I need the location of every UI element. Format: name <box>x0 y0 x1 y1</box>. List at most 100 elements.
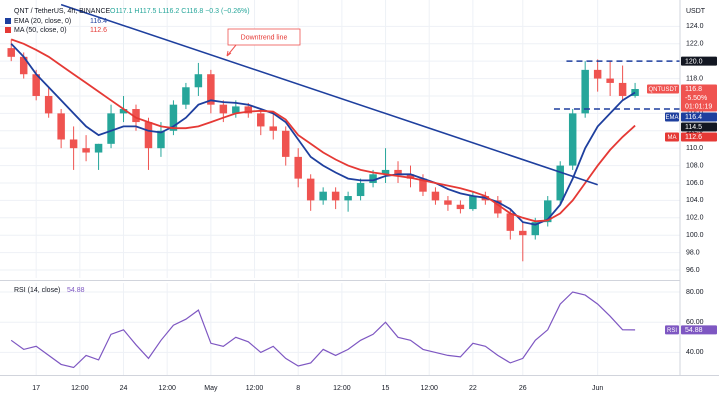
y-tick-label: 96.0 <box>686 267 700 274</box>
candle-body <box>94 143 103 153</box>
indicator-line <box>10 43 636 226</box>
y-tick-label: 122.0 <box>686 41 704 48</box>
rsi-last: 54.88 <box>67 287 85 294</box>
candle-body <box>132 109 140 123</box>
candle-body <box>257 113 265 127</box>
plot <box>7 3 680 369</box>
candle-body <box>593 69 602 79</box>
candle-body <box>431 191 440 201</box>
annotation: Downtrend line <box>241 34 288 41</box>
price-box-label: 116.4 <box>685 114 702 121</box>
candle-body <box>144 122 153 149</box>
legend-swatch <box>5 18 11 24</box>
unit-label: USDT <box>686 8 706 15</box>
candle-body <box>506 213 515 231</box>
candle-body <box>269 126 277 131</box>
y-tick-label: 108.0 <box>686 162 704 169</box>
annotation-arrow <box>226 44 237 57</box>
y-tick-label: 110.0 <box>686 145 703 152</box>
legend-entry: MA (50, close, 0) <box>14 27 67 34</box>
candle-body <box>19 56 28 75</box>
price-box <box>681 56 717 66</box>
candle-body <box>618 82 627 96</box>
candle-body <box>306 178 315 201</box>
price-box <box>681 132 717 142</box>
x-tick-label: 8 <box>296 385 300 392</box>
candle-body <box>244 106 253 114</box>
ohlc-text: O117.1 H117.5 L116.2 C116.8 −0.3 (−0.26%… <box>110 8 250 15</box>
legend-value: 116.4 <box>90 18 107 25</box>
x-tick-label: May <box>204 385 218 392</box>
candle-body <box>556 165 564 201</box>
tag-label: EMA <box>665 115 678 121</box>
price-box-label: 54.88 <box>685 327 703 334</box>
grid <box>0 0 680 375</box>
y-tick-label: 100.0 <box>686 232 704 239</box>
price-box <box>681 112 717 122</box>
trendline <box>60 3 598 186</box>
chart-title: QNT / TetherUS, 4h, BINANCE <box>14 8 111 15</box>
x-tick-label: 22 <box>469 385 477 392</box>
candle-body <box>419 178 427 192</box>
labels: 17 12:00 24 12:00 May 12:00 8 12:00 15 12:00 22 26 J… <box>5 18 717 392</box>
candle-body <box>82 148 90 153</box>
tag-label: MA <box>668 135 677 141</box>
price-box <box>681 122 717 132</box>
candle-body <box>531 222 540 236</box>
indicator-line <box>10 38 636 223</box>
candle-body <box>456 204 465 210</box>
candle-body <box>219 104 228 114</box>
price-box-label: 01:01:19 <box>685 103 712 110</box>
candle-body <box>281 130 290 157</box>
x-tick-label: 26 <box>519 385 527 392</box>
candle-body <box>119 109 128 114</box>
y-tick-label: 104.0 <box>686 197 704 204</box>
candle-body <box>107 113 115 144</box>
rsi-line <box>10 291 636 369</box>
y-tick-label: 118.0 <box>686 75 703 82</box>
legend-value: 112.6 <box>90 27 107 34</box>
candle-body <box>331 191 340 201</box>
price-box-label: -5.50% <box>685 95 707 102</box>
price-box-label: 112.6 <box>685 134 702 141</box>
price-box <box>681 325 717 335</box>
legend-swatch <box>5 27 11 33</box>
candle-body <box>494 200 502 214</box>
candle-body <box>319 191 327 201</box>
candle-body <box>444 200 452 205</box>
tag-box <box>665 325 679 335</box>
x-tick-label: 12:00 <box>71 385 89 392</box>
tag-box <box>665 132 679 142</box>
x-tick-label: 12:00 <box>420 385 438 392</box>
candle-body <box>69 139 78 149</box>
price-box <box>681 84 717 112</box>
x-tick-label: 12:00 <box>246 385 264 392</box>
candle-body <box>606 78 614 83</box>
y-tick-label: 102.0 <box>686 215 704 222</box>
candle-body <box>344 196 352 201</box>
y-tick-label: 106.0 <box>686 180 704 187</box>
candle-body <box>519 230 527 236</box>
candle-body <box>544 200 552 223</box>
candle-body <box>157 130 165 149</box>
candle-body <box>406 174 415 179</box>
candle-body <box>207 74 215 105</box>
y-tick-label: 60.00 <box>686 319 704 326</box>
rsi-title: RSI (14, close) <box>14 287 60 294</box>
annotation-box <box>227 28 301 46</box>
legend-entry: EMA (20, close, 0) <box>14 18 71 25</box>
tag-label: RSI <box>667 328 677 334</box>
x-tick-label: 12:00 <box>333 385 351 392</box>
x-tick-label: Jun <box>592 385 603 392</box>
tag-box <box>665 112 679 122</box>
candle-body <box>294 156 302 179</box>
candle-body <box>356 182 365 197</box>
x-tick-label: 12:00 <box>158 385 176 392</box>
price-box-label: 120.0 <box>685 58 703 65</box>
candle-body <box>469 196 477 210</box>
tag-label: QNTUSDT <box>649 87 678 93</box>
candle-body <box>44 95 53 114</box>
y-tick-label: 98.0 <box>686 249 700 256</box>
x-tick-label: 24 <box>120 385 128 392</box>
